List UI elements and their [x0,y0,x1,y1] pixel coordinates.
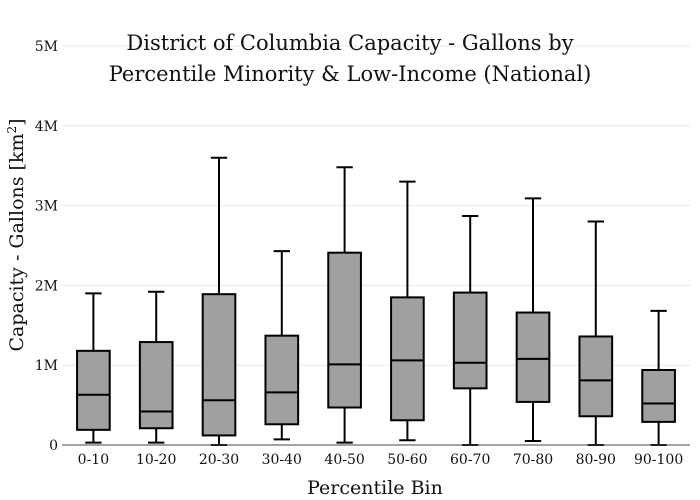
box-20-30 [201,156,237,446]
y-axis-label-sup: 2 [5,126,19,134]
iqr-box [76,349,111,431]
iqr-box [138,341,174,430]
box-plots [76,156,676,446]
x-tick-label-0: 0-10 [78,452,109,468]
iqr-box [641,368,676,423]
y-tick-label-5: 5M [35,39,58,55]
x-axis-ticks: 0-10 10-20 20-30 30-40 40-50 50-60 60-70 70-80 8… [78,452,684,468]
x-tick-label-1: 10-20 [136,452,176,468]
y-axis-label: Capacity - Gallons [km2] [5,118,28,351]
y-axis-label-main: Capacity - Gallons [km [6,134,28,352]
y-axis-ticks: 0 1M 2M 3M 4M 5M [35,39,58,454]
box-0-10 [76,292,111,444]
iqr-box [390,296,425,422]
iqr-box [327,251,362,409]
iqr-box [452,291,488,390]
y-tick-label-2: 2M [35,278,58,294]
box-10-20 [138,290,174,444]
x-tick-label-7: 70-80 [513,452,553,468]
chart-title-line-2: Percentile Minority & Low-Income (Nation… [109,62,592,86]
y-tick-label-0: 0 [49,438,58,454]
x-axis-label: Percentile Bin [307,477,443,499]
box-60-70 [452,214,488,446]
iqr-box [515,311,551,403]
box-50-60 [390,180,425,442]
chart-title-line-1: District of Columbia Capacity - Gallons … [126,31,573,55]
x-tick-label-3: 30-40 [262,452,302,468]
x-tick-label-6: 60-70 [450,452,490,468]
x-tick-label-8: 80-90 [576,452,616,468]
box-30-40 [264,250,300,441]
x-tick-label-5: 50-60 [387,452,427,468]
iqr-box [578,335,614,418]
box-80-90 [578,220,614,446]
y-tick-label-4: 4M [35,119,58,135]
y-axis-label-end: ] [6,118,28,125]
y-tick-label-3: 3M [35,199,58,215]
x-tick-label-9: 90-100 [634,452,683,468]
x-tick-label-4: 40-50 [324,452,364,468]
iqr-box [264,334,300,426]
x-tick-label-2: 20-30 [199,452,239,468]
box-90-100 [641,309,676,446]
box-40-50 [327,166,362,444]
y-tick-label-1: 1M [35,358,58,374]
box-70-80 [515,197,551,443]
iqr-box [201,293,237,437]
